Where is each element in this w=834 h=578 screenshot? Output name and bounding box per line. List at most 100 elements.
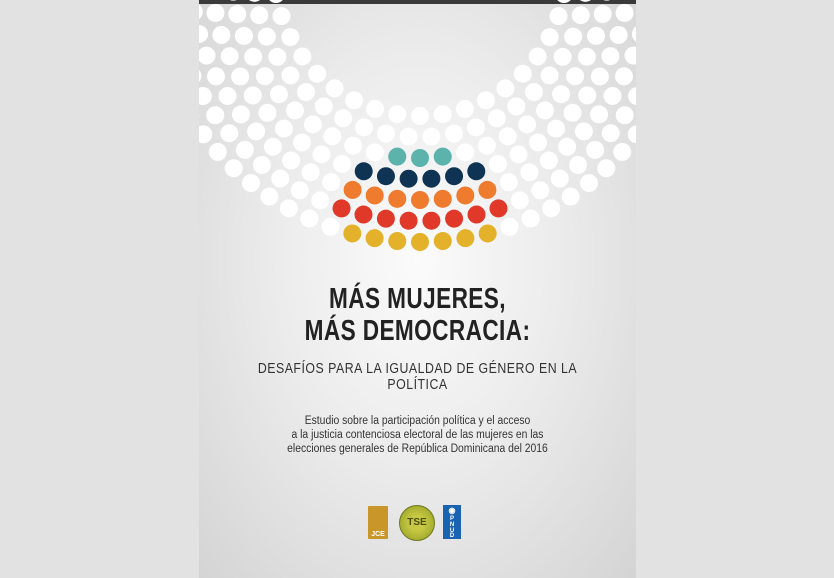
white-seat-dot [613,142,632,161]
white-seat-dot [569,155,588,174]
white-seat-dot [579,0,591,2]
white-seat-dot [220,124,239,143]
white-seat-dot [199,125,213,144]
colored-seat-dot [376,209,395,228]
white-seat-dot [500,217,519,236]
tse-logo-text: TSE [407,517,427,528]
white-seat-dot [228,5,247,24]
white-seat-dot [344,136,363,155]
white-seat-dot [231,105,250,124]
white-seat-dot [513,64,532,83]
colored-seat-dot [411,233,429,251]
white-seat-dot [333,154,352,173]
white-seat-dot [244,47,263,66]
colored-seat-dot [478,224,497,243]
white-seat-dot [206,3,225,22]
colored-seat-dot [365,186,384,205]
jce-logo: JCE [368,506,388,539]
white-seat-dot [510,191,529,210]
white-seat-dot [308,64,327,83]
white-seat-dot [563,103,582,122]
colored-seat-dot [422,211,441,230]
white-seat-dot [208,142,227,161]
white-seat-dot [433,105,452,124]
white-seat-dot [207,67,226,86]
white-seat-dot [587,26,606,45]
white-seat-dot [366,99,385,118]
white-seat-dot [561,187,580,206]
white-seat-dot [518,115,537,134]
white-seat-dot [520,163,539,182]
white-seat-dot [199,4,203,20]
white-seat-dot [199,69,202,82]
white-seat-dot [258,103,277,122]
description-line: a la justicia contenciosa electoral de l… [291,429,544,441]
white-seat-dot [542,199,561,218]
white-seat-dot [345,91,364,110]
white-seat-dot [212,26,231,45]
white-seat-dot [456,143,475,162]
description-line: elecciones generales de República Domini… [287,443,548,455]
white-seat-dot [558,137,577,156]
white-seat-dot [476,91,495,110]
white-seat-dot [455,99,474,118]
colored-seat-dot [399,169,418,188]
white-seat-dot [279,199,298,218]
white-seat-dot [590,105,609,124]
white-seat-dot [553,47,572,66]
colored-seat-dot [343,180,362,199]
white-seat-dot [487,109,506,128]
white-seat-dot [241,174,260,193]
white-seat-dot [250,6,269,25]
white-seat-dot [249,0,261,2]
colored-seat-dot [489,199,508,218]
colored-seat-dot [388,189,407,208]
colored-seat-dot [354,162,373,181]
white-seat-dot [628,87,636,105]
white-seat-dot [540,28,559,47]
white-seat-dot [365,143,384,162]
colored-seat-dot [467,205,486,224]
white-seat-dot [260,187,279,206]
description: Estudio sobre la participación política … [221,414,614,456]
white-seat-dot [603,86,622,105]
colored-seat-dot [433,232,452,251]
white-seat-dot [199,87,212,106]
white-seat-dot [477,136,496,155]
white-seat-dot [614,67,633,86]
white-seat-dot [549,7,568,26]
white-seat-dot [272,7,291,26]
white-seat-dot [444,124,463,143]
white-seat-dot [557,0,571,4]
colored-seat-dot [433,189,452,208]
white-seat-dot [547,119,566,138]
white-seat-dot [271,169,290,188]
white-seat-dot [322,173,341,192]
white-seat-dot [281,66,300,85]
white-seat-dot [524,83,543,102]
white-seat-dot [199,25,209,44]
white-seat-dot [631,26,636,42]
white-seat-dot [243,86,262,105]
white-seat-dot [323,127,342,146]
white-seat-dot [388,105,407,124]
white-seat-dot [499,173,518,192]
colored-seat-dot [399,211,418,230]
white-seat-dot [399,127,418,146]
white-seat-dot [593,5,612,24]
description-line: Estudio sobre la participación política … [304,415,531,427]
white-seat-dot [507,97,526,116]
white-seat-dot [303,115,322,134]
white-seat-dot [580,174,599,193]
white-seat-dot [255,67,274,86]
white-seat-dot [224,159,243,178]
white-seat-dot [355,118,374,137]
white-seat-dot [529,133,548,152]
pnud-letter: U [449,528,455,534]
white-seat-dot [257,27,276,46]
colored-seat-dot [411,149,429,167]
white-seat-dot [574,122,593,141]
white-seat-dot [293,47,312,66]
white-seat-dot [234,26,253,45]
pnud-letter: N [449,522,455,528]
